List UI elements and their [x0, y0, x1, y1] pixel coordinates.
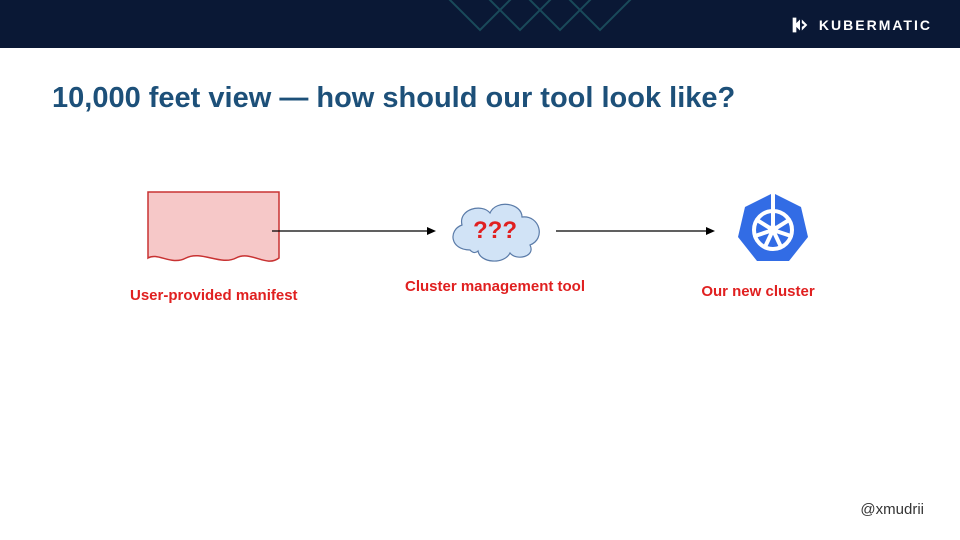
flow-diagram: User-provided manifest ??? Cluster manag… — [0, 190, 960, 340]
arrow-2 — [556, 224, 716, 238]
node-cluster-label: Our new cluster — [690, 283, 826, 300]
kubernetes-icon — [735, 190, 811, 266]
document-icon — [146, 190, 281, 270]
slide-header: KUBERMATIC — [0, 0, 960, 48]
node-manifest: User-provided manifest — [130, 190, 298, 304]
brand: KUBERMATIC — [789, 14, 932, 36]
cloud-question-marks: ??? — [440, 217, 550, 245]
footer-handle: @xmudrii — [860, 501, 924, 518]
node-tool: ??? Cluster management tool — [440, 195, 550, 295]
brand-text: KUBERMATIC — [819, 17, 932, 33]
node-manifest-label: User-provided manifest — [130, 287, 298, 304]
header-decoration — [400, 0, 680, 48]
node-tool-label: Cluster management tool — [400, 278, 590, 295]
brand-logo-icon — [789, 14, 811, 36]
arrow-1 — [272, 224, 437, 238]
slide-title: 10,000 feet view — how should our tool l… — [52, 82, 735, 115]
node-cluster: Our new cluster — [720, 190, 826, 300]
